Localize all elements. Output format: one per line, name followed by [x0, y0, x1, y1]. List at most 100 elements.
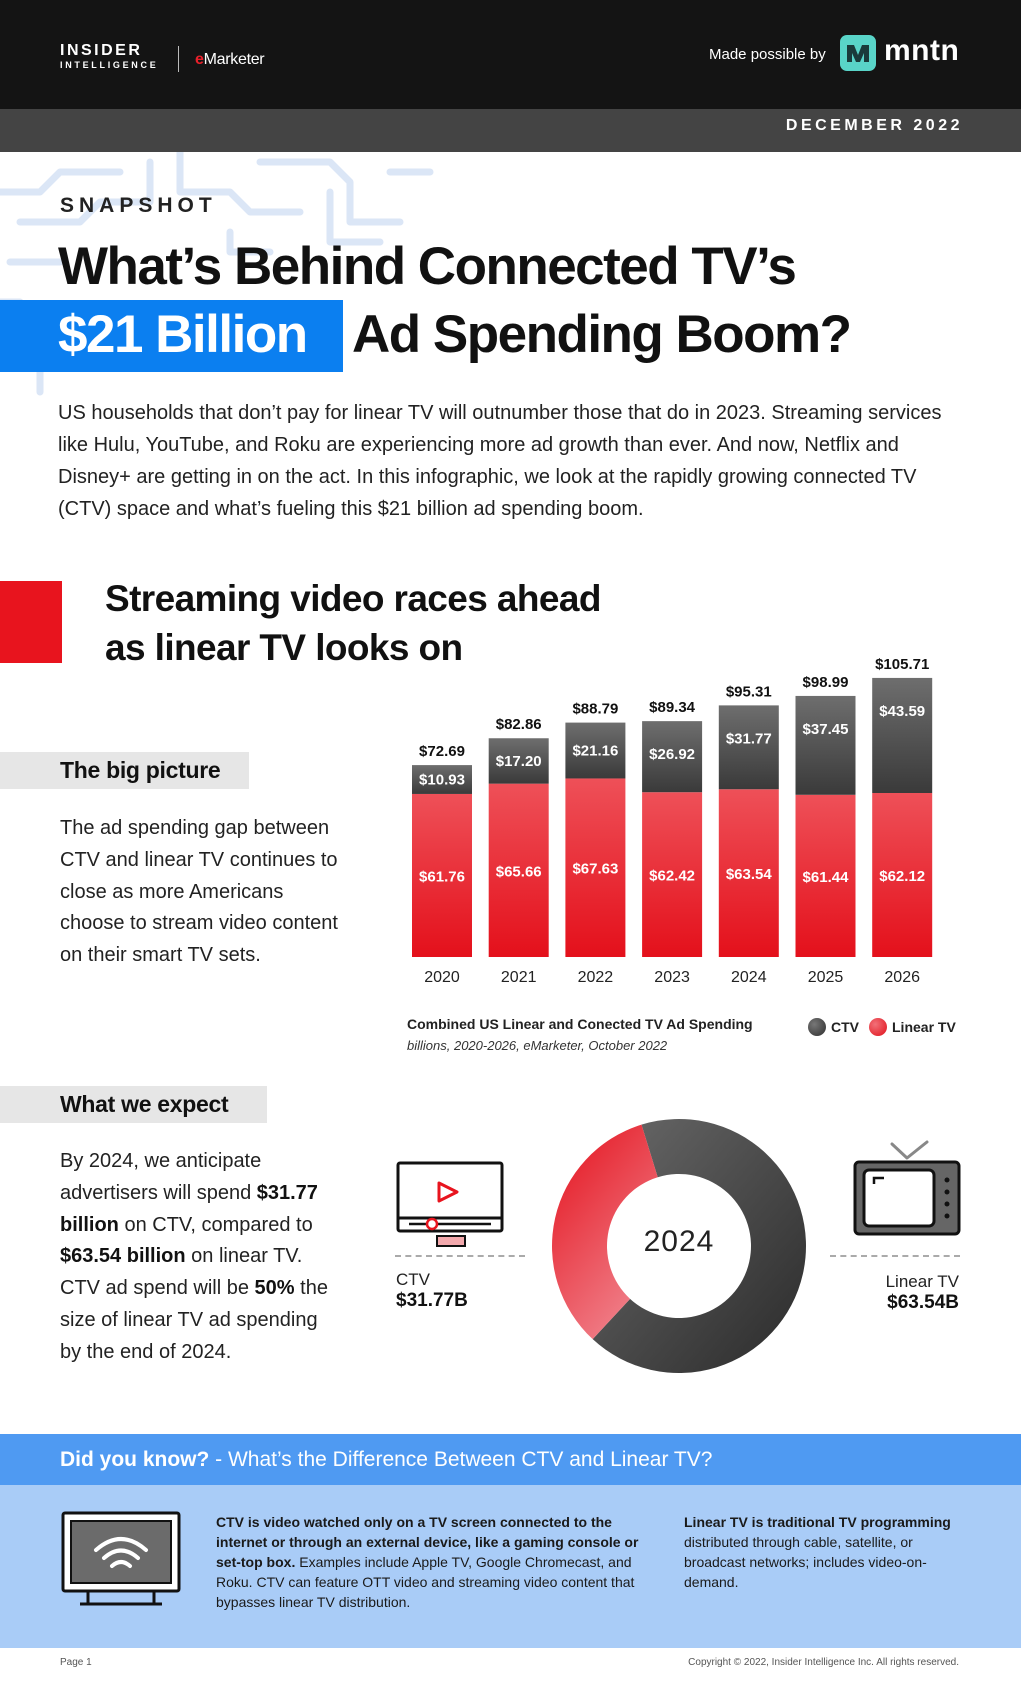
linear-definition-rest: distributed through cable, satellite, or…: [684, 1534, 927, 1590]
label-linear-2026: $62.12: [879, 868, 925, 885]
bar-ctv-2021: [488, 738, 549, 784]
label-total-2024: $95.31: [726, 683, 772, 700]
label-total-2023: $89.34: [649, 699, 696, 716]
date-bar: [0, 109, 1021, 152]
label-total-2026: $105.71: [875, 656, 929, 673]
label-linear-2021: $65.66: [496, 863, 542, 880]
legend-swatch-linear: [869, 1018, 887, 1036]
donut-slice-ctv: [552, 1124, 658, 1340]
what-we-expect-label: What we expect: [60, 1091, 229, 1117]
page-number: Page 1: [60, 1657, 92, 1668]
label-ctv-2024: $31.77: [726, 730, 772, 747]
label-ctv-2025: $37.45: [803, 721, 849, 738]
label-ctv-2026: $43.59: [879, 703, 925, 720]
legend-item-ctv: CTV: [808, 1018, 859, 1036]
chart-source: billions, 2020-2026, eMarketer, October …: [407, 1038, 668, 1053]
smart-tv-wifi-icon: [61, 1511, 181, 1606]
label-ctv-2023: $26.92: [649, 746, 695, 763]
linear-tv-icon: [853, 1140, 961, 1236]
mntn-logo-icon: [840, 35, 876, 71]
label-linear-2022: $67.63: [572, 861, 618, 878]
what-we-expect-tag: [0, 1086, 267, 1123]
did-you-know-question: - What’s the Difference Between CTV and …: [209, 1448, 713, 1471]
logo-divider: [178, 46, 179, 72]
donut-ctv-value: $31.77B: [396, 1290, 468, 1311]
ctv-definition-rest: Examples include Apple TV, Google Chrome…: [216, 1554, 635, 1610]
x-tick-2025: 2025: [808, 969, 844, 986]
did-you-know-heading: Did you know? - What’s the Difference Be…: [60, 1448, 712, 1472]
legend-label-linear: Linear TV: [892, 1019, 956, 1035]
section1-title: Streaming video races ahead as linear TV…: [105, 574, 601, 672]
legend-item-linear: Linear TV: [869, 1018, 956, 1036]
insider-intelligence-logo: INSIDER INTELLIGENCE: [60, 43, 158, 71]
expect-body-text: on CTV, compared to: [118, 1213, 313, 1236]
bar-ctv-2023: [642, 721, 703, 793]
section1-title-line2: as linear TV looks on: [105, 627, 463, 668]
linear-definition: Linear TV is traditional TV programming …: [684, 1512, 974, 1592]
bar-ctv-2025: [795, 695, 856, 795]
donut-slice-linear: [592, 1119, 806, 1373]
expect-body-text: on linear TV. CTV ad spend will be: [60, 1245, 303, 1300]
section-accent-block: [0, 581, 62, 663]
donut-center-label: 2024: [643, 1225, 715, 1258]
ctv-divider: [395, 1255, 525, 1257]
what-we-expect-body: By 2024, we anticipate advertisers will …: [60, 1146, 335, 1369]
emarketer-e: e: [195, 51, 204, 68]
page-title-line2: Ad Spending Boom?: [352, 305, 852, 364]
section1-title-line1: Streaming video races ahead: [105, 578, 601, 619]
did-you-know-lead: Did you know?: [60, 1448, 210, 1471]
mntn-wordmark: mntn: [884, 34, 960, 67]
snapshot-kicker: SNAPSHOT: [60, 194, 217, 217]
title-highlight: $21 Billion: [58, 305, 308, 364]
did-you-know-bar: [0, 1434, 1021, 1485]
label-linear-2023: $62.42: [649, 868, 695, 885]
intro-paragraph: US households that don’t pay for linear …: [58, 402, 942, 520]
legend-label-ctv: CTV: [831, 1019, 859, 1035]
donut-linear-value: $63.54B: [887, 1292, 959, 1313]
donut-linear-label: Linear TV: [885, 1272, 959, 1291]
label-total-2020: $72.69: [419, 743, 465, 760]
page-title-line1: What’s Behind Connected TV’s: [58, 237, 797, 296]
legend-swatch-ctv: [808, 1018, 826, 1036]
donut-ctv-label: CTV: [396, 1270, 430, 1289]
logo-intelligence-word: INTELLIGENCE: [60, 60, 159, 70]
bar-linear-2020: [412, 793, 472, 957]
expect-body-highlight: $31.77 billion: [60, 1181, 318, 1236]
stacked-bar-chart: $61.76 $10.93 $72.69 2020 $65.66 $17.20 $82.86…: [412, 656, 933, 986]
bar-linear-2022: [565, 778, 626, 957]
chart-legend: CTV Linear TV: [808, 1018, 966, 1036]
expect-body-highlight: 50%: [254, 1277, 295, 1300]
x-tick-2020: 2020: [424, 969, 460, 986]
publication-date: DECEMBER 2022: [785, 117, 963, 134]
made-possible-text: Made possible by: [709, 46, 826, 63]
expect-body-text: the size of linear TV ad spending by the…: [60, 1277, 328, 1363]
bar-linear-2024: [718, 789, 779, 957]
bar-ctv-2020: [412, 765, 472, 794]
bar-linear-2026: [872, 793, 933, 957]
linear-divider: [830, 1255, 960, 1257]
ctv-definition-bold: CTV is video watched only on a TV screen…: [216, 1514, 639, 1570]
chart-title: Combined US Linear and Conected TV Ad Sp…: [407, 1016, 753, 1032]
linear-definition-bold: Linear TV is traditional TV programming: [684, 1514, 951, 1530]
x-tick-2022: 2022: [578, 969, 614, 986]
x-tick-2023: 2023: [654, 969, 690, 986]
ctv-definition: CTV is video watched only on a TV screen…: [216, 1512, 656, 1612]
donut-chart-2024: [552, 1119, 806, 1373]
label-linear-2025: $61.44: [803, 869, 850, 886]
label-linear-2020: $61.76: [419, 868, 465, 885]
x-tick-2026: 2026: [884, 969, 920, 986]
bar-linear-2023: [642, 792, 703, 957]
big-picture-tag: [0, 752, 249, 789]
ctv-screen-icon: [396, 1161, 504, 1247]
bar-ctv-2024: [718, 705, 779, 790]
label-ctv-2020: $10.93: [419, 772, 465, 789]
expect-body-highlight: $63.54 billion: [60, 1245, 186, 1268]
bar-ctv-2026: [872, 677, 933, 794]
label-ctv-2022: $21.16: [572, 743, 618, 760]
label-total-2025: $98.99: [803, 674, 849, 691]
big-picture-label: The big picture: [60, 757, 221, 783]
bar-linear-2021: [488, 783, 549, 957]
label-linear-2024: $63.54: [726, 866, 773, 883]
label-total-2021: $82.86: [496, 716, 542, 733]
title-highlight-box: [0, 300, 343, 372]
